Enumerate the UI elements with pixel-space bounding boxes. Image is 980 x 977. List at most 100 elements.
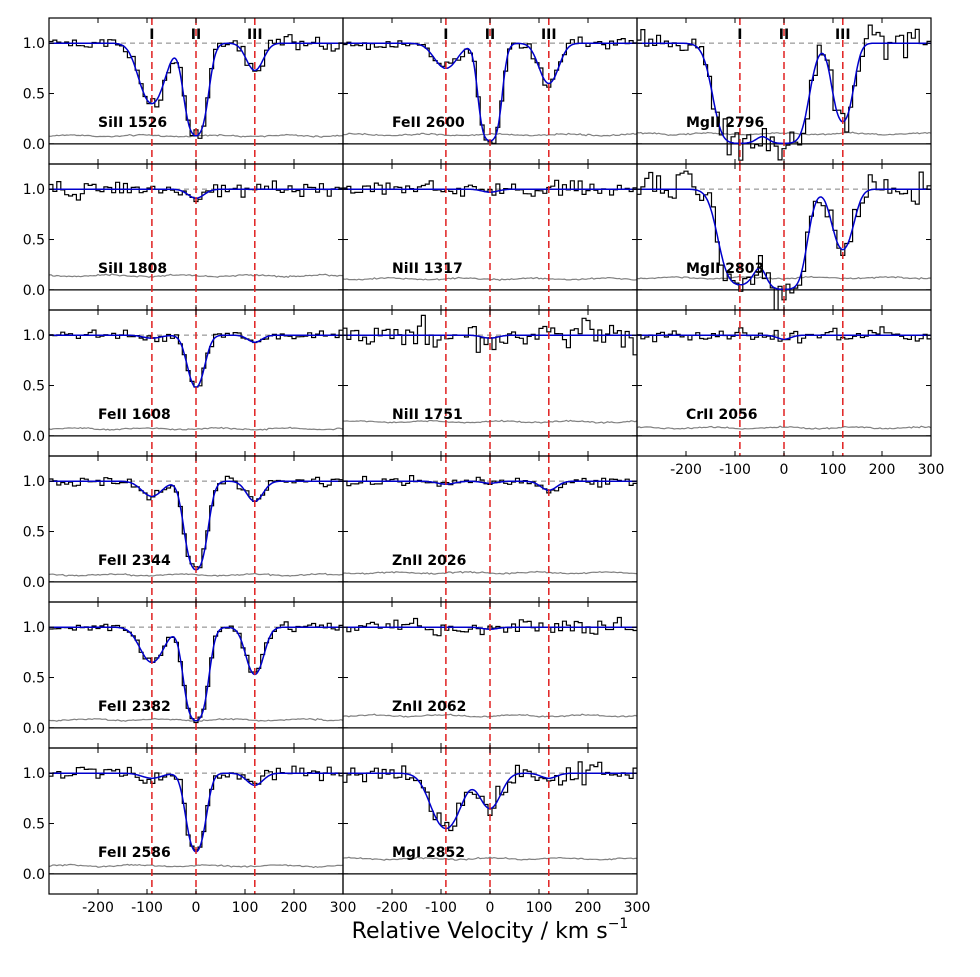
component-label: I bbox=[443, 27, 448, 43]
error-spectrum bbox=[637, 425, 931, 430]
x-tick-label: 0 bbox=[780, 462, 789, 478]
x-tick-label: 200 bbox=[281, 900, 308, 916]
panel-label: ZnII 2026 bbox=[392, 553, 466, 569]
panel: FeII 2344 0.0 0.5 1.0 bbox=[23, 455, 344, 603]
panel-label: MgI 2852 bbox=[392, 845, 465, 861]
y-tick-label: 1.0 bbox=[23, 474, 45, 490]
y-tick-label: 0.5 bbox=[23, 671, 45, 687]
panel: SiII 1808 0.0 0.5 1.0 bbox=[23, 163, 344, 311]
y-tick-label: 0.5 bbox=[23, 233, 45, 249]
panel-label: NiII 1317 bbox=[392, 261, 463, 277]
y-tick-label: 0.0 bbox=[23, 283, 45, 299]
component-label: I bbox=[737, 27, 742, 43]
voigt-fit-curve bbox=[637, 334, 931, 340]
panel: NiII 1751 bbox=[342, 309, 638, 457]
panel-plot-area bbox=[637, 164, 931, 310]
panel-label: FeII 2586 bbox=[98, 845, 171, 861]
flux-histogram bbox=[49, 475, 343, 569]
x-axis-title: Relative Velocity / km s−1 bbox=[352, 916, 629, 944]
y-tick-label: 0.0 bbox=[23, 721, 45, 737]
panel-label: MgII 2803 bbox=[686, 261, 764, 277]
y-tick-label: 1.0 bbox=[23, 766, 45, 782]
component-label: I bbox=[149, 27, 154, 43]
x-tick-label: 200 bbox=[869, 462, 896, 478]
panel-plot-area bbox=[343, 310, 637, 456]
y-tick-label: 0.0 bbox=[23, 137, 45, 153]
x-tick-label: 0 bbox=[192, 900, 201, 916]
panel-label: NiII 1751 bbox=[392, 407, 463, 423]
component-label: III bbox=[247, 27, 263, 43]
x-tick-label: -200 bbox=[376, 900, 408, 916]
component-label: III bbox=[541, 27, 557, 43]
panel-label: FeII 2382 bbox=[98, 699, 171, 715]
panel-label: FeII 2600 bbox=[392, 115, 465, 131]
x-tick-label: -200 bbox=[670, 462, 702, 478]
component-label: II bbox=[485, 27, 495, 43]
panel-plot-area bbox=[49, 602, 343, 748]
y-tick-label: 0.0 bbox=[23, 867, 45, 883]
component-label: II bbox=[779, 27, 789, 43]
x-tick-label: 300 bbox=[624, 900, 651, 916]
y-tick-label: 0.5 bbox=[23, 87, 45, 103]
panel-label: CrII 2056 bbox=[686, 407, 757, 423]
flux-histogram bbox=[343, 475, 637, 494]
panel: FeII 2382 0.0 0.5 1.0 bbox=[23, 601, 344, 749]
panel-plot-area bbox=[343, 164, 637, 310]
panel-label: FeII 2344 bbox=[98, 553, 171, 569]
x-tick-label: 300 bbox=[918, 462, 945, 478]
x-tick-label: -200 bbox=[82, 900, 114, 916]
y-tick-label: 0.0 bbox=[23, 429, 45, 445]
y-tick-label: 1.0 bbox=[23, 36, 45, 52]
x-tick-label: 100 bbox=[526, 900, 553, 916]
panel-plot-area bbox=[343, 602, 637, 748]
panel-plot-area bbox=[49, 164, 343, 310]
x-tick-label: 0 bbox=[486, 900, 495, 916]
panel-plot-area bbox=[343, 456, 637, 602]
x-tick-label: -100 bbox=[719, 462, 751, 478]
panel: MgII 2803 bbox=[636, 163, 932, 311]
voigt-fit-curve bbox=[49, 626, 343, 722]
error-spectrum bbox=[49, 426, 343, 431]
voigt-fit-curve bbox=[49, 42, 343, 137]
panel-plot-area bbox=[637, 310, 931, 456]
panel-label: SiII 1808 bbox=[98, 261, 167, 277]
panel-plot-area bbox=[637, 18, 931, 164]
component-label: II bbox=[191, 27, 201, 43]
y-tick-label: 0.5 bbox=[23, 525, 45, 541]
panel: ZnII 2026 bbox=[342, 455, 638, 603]
error-spectrum bbox=[343, 856, 637, 861]
panel-plot-area bbox=[49, 18, 343, 164]
flux-histogram bbox=[637, 24, 931, 161]
x-tick-label: 200 bbox=[575, 900, 602, 916]
panel-plot-area bbox=[49, 748, 343, 894]
y-tick-label: 1.0 bbox=[23, 328, 45, 344]
x-tick-label: -100 bbox=[131, 900, 163, 916]
component-label: III bbox=[835, 27, 851, 43]
panel: CrII 2056 -200 -100 0 100 200 300 bbox=[636, 309, 945, 478]
x-axis-title-text: Relative Velocity / km s bbox=[352, 919, 608, 944]
flux-histogram bbox=[343, 761, 637, 832]
panel-label: ZnII 2062 bbox=[392, 699, 466, 715]
error-spectrum bbox=[49, 863, 343, 869]
flux-histogram bbox=[343, 179, 637, 197]
panel-plot-area bbox=[49, 456, 343, 602]
y-tick-label: 0.5 bbox=[23, 817, 45, 833]
panel-plot-area bbox=[49, 310, 343, 456]
panel: ZnII 2062 bbox=[342, 601, 638, 749]
x-tick-label: -100 bbox=[425, 900, 457, 916]
panel: FeII 1608 0.0 0.5 1.0 bbox=[23, 309, 344, 457]
y-tick-label: 1.0 bbox=[23, 620, 45, 636]
panel-plot-area bbox=[343, 748, 637, 894]
x-tick-label: 100 bbox=[232, 900, 259, 916]
panel: FeII 2586 0.0 0.5 1.0 -200 -100 0 100 200 300 bbox=[23, 747, 356, 916]
x-tick-label: 100 bbox=[820, 462, 847, 478]
y-tick-label: 1.0 bbox=[23, 182, 45, 198]
y-tick-label: 0.5 bbox=[23, 379, 45, 395]
y-tick-label: 0.0 bbox=[23, 575, 45, 591]
panel-label: FeII 1608 bbox=[98, 407, 171, 423]
panel-label: SiII 1526 bbox=[98, 115, 167, 131]
